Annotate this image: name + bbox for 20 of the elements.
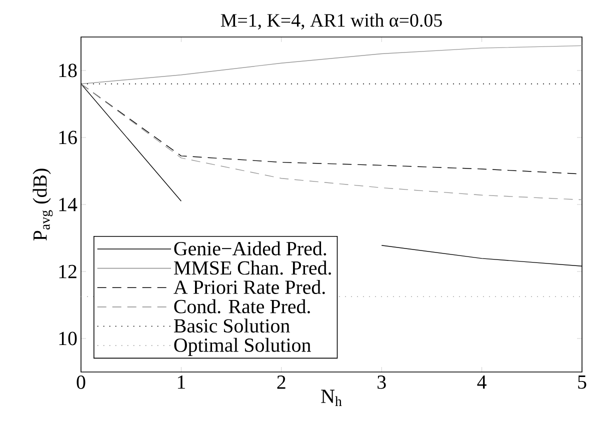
- x-tick-label: 3: [378, 376, 386, 389]
- x-tick-label: 2: [277, 376, 286, 389]
- y-tick-label: 16: [59, 130, 77, 144]
- legend-label: Optimal Solution: [174, 338, 311, 356]
- x-tick-label: 4: [477, 376, 486, 389]
- legend-label: Genie−Aided Pred.: [174, 241, 326, 256]
- x-tick-label: 0: [76, 376, 86, 389]
- y-tick-label: 10: [59, 332, 77, 346]
- x-tick-label: 1: [178, 376, 185, 389]
- legend-label: Basic Solution: [174, 318, 290, 333]
- y-axis-title: P$_{avg}$ (dB): [32, 168, 53, 241]
- x-axis-title: N$_{h}$: [321, 390, 342, 406]
- y-tick-label: 12: [59, 264, 76, 278]
- x-tick-label: 5: [578, 376, 586, 389]
- legend-label: A Priori Rate Pred.: [174, 280, 325, 294]
- y-tick-label: 18: [59, 64, 77, 78]
- y-tick-label: 14: [59, 198, 78, 212]
- chart-title: M=1, K=4, AR1 with α=0.05: [220, 13, 442, 30]
- legend-label: MMSE Chan. Pred.: [174, 260, 331, 275]
- legend-label: Cond. Rate Pred.: [174, 299, 310, 314]
